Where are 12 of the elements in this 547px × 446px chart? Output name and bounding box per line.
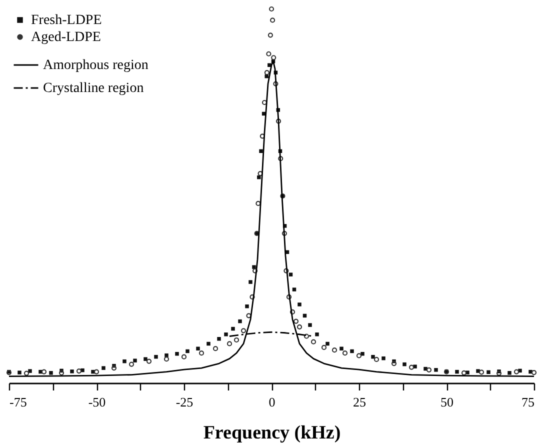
legend-label: Fresh-LDPE — [31, 13, 102, 28]
x-tick-label: 25 — [353, 394, 366, 410]
legend-label: Amorphous region — [43, 58, 148, 73]
x-tick-label: -25 — [176, 394, 194, 410]
x-tick-label: -50 — [88, 394, 106, 410]
x-tick-label: 75 — [522, 394, 534, 410]
legend-label: Aged-LDPE — [31, 30, 101, 45]
x-tick-label: -75 — [10, 394, 27, 410]
x-tick-label: 50 — [440, 394, 454, 410]
legend-label: Crystalline region — [43, 81, 144, 96]
x-axis-title: Frequency (kHz) — [203, 422, 341, 444]
x-tick-label: 0 — [268, 394, 276, 410]
